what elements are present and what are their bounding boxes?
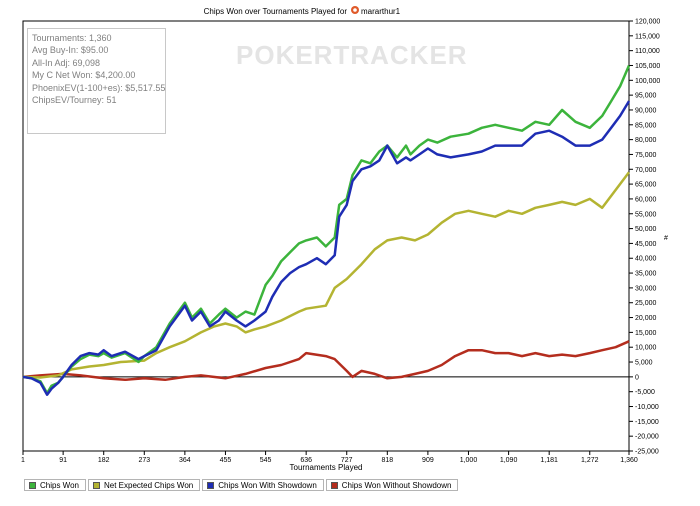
- y-tick-label: -5,000: [635, 389, 655, 396]
- y-tick-label: 50,000: [635, 226, 657, 233]
- y-tick-label: 115,000: [635, 33, 660, 40]
- x-tick-label: 545: [260, 457, 272, 464]
- series-chips-won-without-showdown: [22, 340, 630, 382]
- stats-box: Tournaments: 1,360 Avg Buy-In: $95.00 Al…: [27, 28, 166, 134]
- x-tick-label: 273: [138, 457, 150, 464]
- y-tick-label: 110,000: [635, 48, 660, 55]
- y-tick-label: 75,000: [635, 152, 657, 159]
- x-tick-label: 1,272: [581, 457, 599, 464]
- legend: Chips Won Net Expected Chips Won Chips W…: [24, 479, 460, 493]
- y-tick-label: 5,000: [635, 360, 653, 367]
- legend-label-net-expected: Net Expected Chips Won: [103, 480, 194, 490]
- legend-swatch-with-showdown: [207, 481, 215, 489]
- x-tick-label: 1,181: [540, 457, 558, 464]
- y-tick-label: -20,000: [635, 434, 659, 441]
- y-tick-label: -15,000: [635, 419, 659, 426]
- x-tick-label: 636: [300, 457, 312, 464]
- player-name: mararthur1: [361, 7, 401, 16]
- chart-title: Chips Won over Tournaments Played for: [204, 7, 348, 16]
- x-tick-label: 455: [220, 457, 232, 464]
- x-tick-label: 1,360: [620, 457, 638, 464]
- y-tick-label: 80,000: [635, 137, 657, 144]
- y-tick-label: 85,000: [635, 122, 657, 129]
- y-tick-label: 20,000: [635, 315, 657, 322]
- y-tick-label: 30,000: [635, 285, 657, 292]
- stat-all-in-adj: All-In Adj: 69,098: [32, 57, 101, 68]
- legend-item-net-expected[interactable]: Net Expected Chips Won: [87, 479, 201, 491]
- y-tick-label: 55,000: [635, 211, 657, 218]
- legend-label-without-showdown: Chips Won Without Showdown: [341, 480, 452, 490]
- legend-swatch-net-expected: [92, 481, 100, 489]
- x-tick-label: 1: [21, 457, 25, 464]
- stat-net-won: My C Net Won: $4,200.00: [32, 70, 136, 81]
- x-axis: 1 91 182 273 364 455 545 636 727 818 909 1,000 1,090…: [21, 451, 638, 464]
- y-tick-label: 105,000: [635, 63, 660, 70]
- y-tick-label: 10,000: [635, 345, 657, 352]
- series-layer: [22, 65, 631, 396]
- legend-label-chips-won: Chips Won: [40, 480, 79, 490]
- y-tick-label: 95,000: [635, 93, 657, 100]
- y-tick-label: 65,000: [635, 182, 657, 189]
- x-tick-label: 909: [422, 457, 434, 464]
- legend-swatch-without-showdown: [330, 481, 338, 489]
- player-icon: [351, 6, 359, 14]
- y-tick-label: 15,000: [635, 330, 657, 337]
- y-tick-label: 90,000: [635, 107, 657, 114]
- legend-swatch-chips-won: [29, 481, 36, 489]
- x-tick-label: 1,090: [500, 457, 518, 464]
- x-tick-label: 364: [179, 457, 191, 464]
- y-tick-label: -10,000: [635, 404, 659, 411]
- y-tick-label: 45,000: [635, 241, 657, 248]
- y-tick-label: 40,000: [635, 256, 657, 263]
- legend-item-with-showdown[interactable]: Chips Won With Showdown: [202, 479, 324, 491]
- y-tick-label: 35,000: [635, 271, 657, 278]
- y-tick-label: 60,000: [635, 196, 657, 203]
- y-tick-label: -25,000: [635, 449, 659, 456]
- stat-tournaments: Tournaments: 1,360: [32, 33, 112, 43]
- x-tick-label: 818: [381, 457, 393, 464]
- y-axis: -25,000 -20,000 -15,000 -10,000 -5,000 0 5,000…: [629, 19, 660, 456]
- legend-item-without-showdown[interactable]: Chips Won Without Showdown: [325, 479, 459, 491]
- series-net-expected-chips-won: [22, 171, 630, 379]
- series-chips-won: [22, 65, 631, 395]
- right-axis-mark: #: [664, 235, 668, 242]
- x-tick-label: 1,000: [460, 457, 478, 464]
- x-tick-label: 727: [341, 457, 353, 464]
- y-tick-label: 70,000: [635, 167, 657, 174]
- series-chips-won-with-showdown: [22, 100, 631, 396]
- y-tick-label: 100,000: [635, 78, 660, 85]
- x-tick-label: 91: [59, 457, 67, 464]
- x-tick-label: 182: [98, 457, 110, 464]
- legend-item-chips-won[interactable]: Chips Won: [24, 479, 86, 491]
- x-axis-label: Tournaments Played: [290, 463, 363, 472]
- stat-avg-buy-in: Avg Buy-In: $95.00: [32, 45, 109, 56]
- stat-phoenix-ev: PhoenixEV(1-100+es): $5,517.55: [32, 82, 166, 93]
- poker-tracker-watermark: POKERTRACKER: [236, 40, 468, 70]
- y-tick-label: 0: [635, 374, 639, 381]
- y-tick-label: 25,000: [635, 300, 657, 307]
- legend-label-with-showdown: Chips Won With Showdown: [218, 480, 317, 490]
- stat-chips-ev: ChipsEV/Tourney: 51: [32, 95, 117, 106]
- y-tick-label: 120,000: [635, 19, 660, 26]
